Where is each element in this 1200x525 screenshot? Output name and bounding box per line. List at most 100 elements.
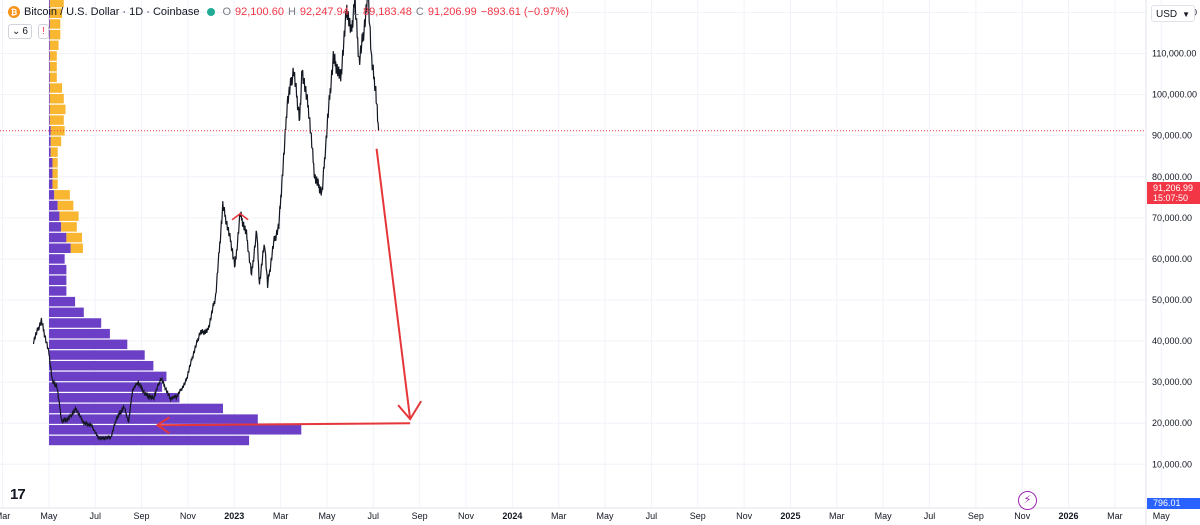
volume-bar-up — [49, 104, 66, 115]
volume-bar-down — [49, 8, 50, 19]
close-label: C — [415, 6, 424, 18]
volume-bar-up — [49, 29, 61, 40]
x-tick-label: Nov — [736, 511, 753, 521]
volume-bar-up — [49, 0, 64, 8]
bottom-price-tag: 796.01 — [1147, 498, 1200, 509]
volume-bar-up — [52, 168, 58, 179]
volume-bar-down — [49, 40, 50, 51]
volume-bar-down — [49, 93, 50, 104]
volume-bar-down — [49, 83, 50, 93]
y-tick-label: 110,000.00 — [1152, 49, 1196, 59]
symbol-title[interactable]: Bitcoin / U.S. Dollar · 1D · Coinbase — [24, 6, 200, 18]
x-tick-label: 2024 — [502, 511, 522, 521]
volume-bar-up — [49, 61, 57, 72]
market-status-icon — [207, 8, 216, 16]
volume-bar-up — [49, 51, 57, 61]
volume-bar-up — [70, 243, 83, 253]
x-tick-label: Sep — [968, 511, 984, 521]
x-tick-label: Sep — [412, 511, 428, 521]
volume-bar-down — [49, 254, 65, 264]
volume-bar-down — [49, 211, 60, 221]
volume-bar-down — [49, 243, 71, 253]
x-tick-label: May — [875, 511, 893, 521]
volume-bar-down — [49, 403, 223, 414]
volume-bar-up — [66, 232, 83, 243]
volume-bar-up — [52, 158, 58, 168]
volume-bar-up — [50, 136, 62, 147]
volume-bar-down — [49, 350, 145, 360]
volume-bar-up — [49, 72, 57, 83]
volume-bar-down — [49, 147, 51, 157]
last-price-tag: 91,206.99 15:07:50 — [1147, 182, 1200, 204]
time-axis: Mar May Jul Sep Nov 2023 Mar May Jul Sep Nov 2024 Ma… — [0, 511, 1170, 521]
volume-bar-down — [49, 179, 53, 189]
x-tick-label: Mar — [273, 511, 289, 521]
y-tick-label: 20,000.00 — [1152, 418, 1192, 428]
bitcoin-icon: ₿ — [8, 6, 20, 18]
volume-bar-up — [49, 40, 59, 51]
small-caret-mark — [231, 212, 249, 221]
volume-bar-down — [49, 200, 58, 211]
x-tick-label: Mar — [1107, 511, 1123, 521]
price-axis: 10,000.00 20,000.00 30,000.00 40,000.00 50,0… — [1152, 7, 1197, 469]
alert-icon[interactable]: ! — [37, 24, 49, 39]
currency-select[interactable]: USD ▼ — [1151, 5, 1195, 22]
x-tick-label: 2026 — [1059, 511, 1079, 521]
volume-bar-up — [49, 8, 63, 19]
volume-bar-down — [49, 222, 62, 232]
volume-bar-down — [49, 296, 76, 307]
x-tick-label: Nov — [458, 511, 475, 521]
chevron-down-icon: ▼ — [1182, 10, 1190, 19]
volume-bar-down — [49, 318, 102, 328]
y-tick-label: 30,000.00 — [1152, 377, 1192, 387]
x-tick-label: Jul — [924, 511, 936, 521]
volume-bar-down — [49, 158, 53, 168]
x-tick-label: Mar — [829, 511, 845, 521]
volume-bar-down — [49, 72, 50, 83]
x-tick-label: May — [1153, 511, 1171, 521]
x-tick-label: Nov — [180, 511, 197, 521]
volume-bar-down — [49, 371, 167, 382]
volume-bar-down — [49, 190, 55, 200]
y-tick-label: 60,000.00 — [1152, 254, 1192, 264]
low-value: 89,183.48 — [362, 6, 412, 18]
annotations — [0, 130, 1146, 435]
flash-icon[interactable]: ⚡ — [1018, 491, 1037, 510]
tradingview-logo[interactable]: 17 — [10, 486, 26, 503]
x-tick-label: Jul — [89, 511, 101, 521]
volume-bar-down — [49, 328, 110, 339]
volume-bar-up — [57, 200, 74, 211]
change-value: −893.61 (−0.97%) — [480, 6, 569, 18]
x-tick-label: Sep — [690, 511, 706, 521]
volume-bar-down — [49, 382, 163, 392]
volume-bar-down — [49, 115, 50, 125]
volume-bar-up — [49, 93, 64, 104]
x-tick-label: Jul — [646, 511, 658, 521]
indicators-toggle[interactable]: ⌄ 6 — [8, 24, 32, 39]
currency-label: USD — [1156, 9, 1178, 20]
volume-bar-down — [49, 425, 302, 435]
x-tick-label: May — [597, 511, 615, 521]
volume-profile — [49, 0, 302, 446]
chart-grid — [0, 0, 1162, 508]
high-label: H — [287, 6, 296, 18]
volume-bar-down — [49, 264, 67, 275]
symbol-legend[interactable]: ₿ Bitcoin / U.S. Dollar · 1D · Coinbase … — [8, 6, 569, 18]
low-label: L — [352, 6, 359, 18]
price-series — [32, 0, 380, 441]
indicator-row: ⌄ 6 ! — [8, 24, 49, 39]
down-arrow-head — [397, 400, 422, 421]
volume-bar-down — [49, 19, 50, 29]
y-tick-label: 100,000.00 — [1152, 90, 1197, 100]
x-tick-label: 2025 — [780, 511, 800, 521]
volume-bar-up — [59, 211, 79, 221]
down-arrow-line — [375, 148, 412, 420]
x-tick-label: Mar — [551, 511, 567, 521]
y-tick-label: 80,000.00 — [1152, 172, 1192, 182]
bottom-axis-label: 796.01 — [1153, 498, 1181, 508]
high-value: 92,247.94 — [299, 6, 349, 18]
chevron-down-icon: ⌄ — [12, 26, 21, 37]
volume-bar-down — [49, 104, 50, 115]
volume-bar-down — [49, 51, 50, 61]
